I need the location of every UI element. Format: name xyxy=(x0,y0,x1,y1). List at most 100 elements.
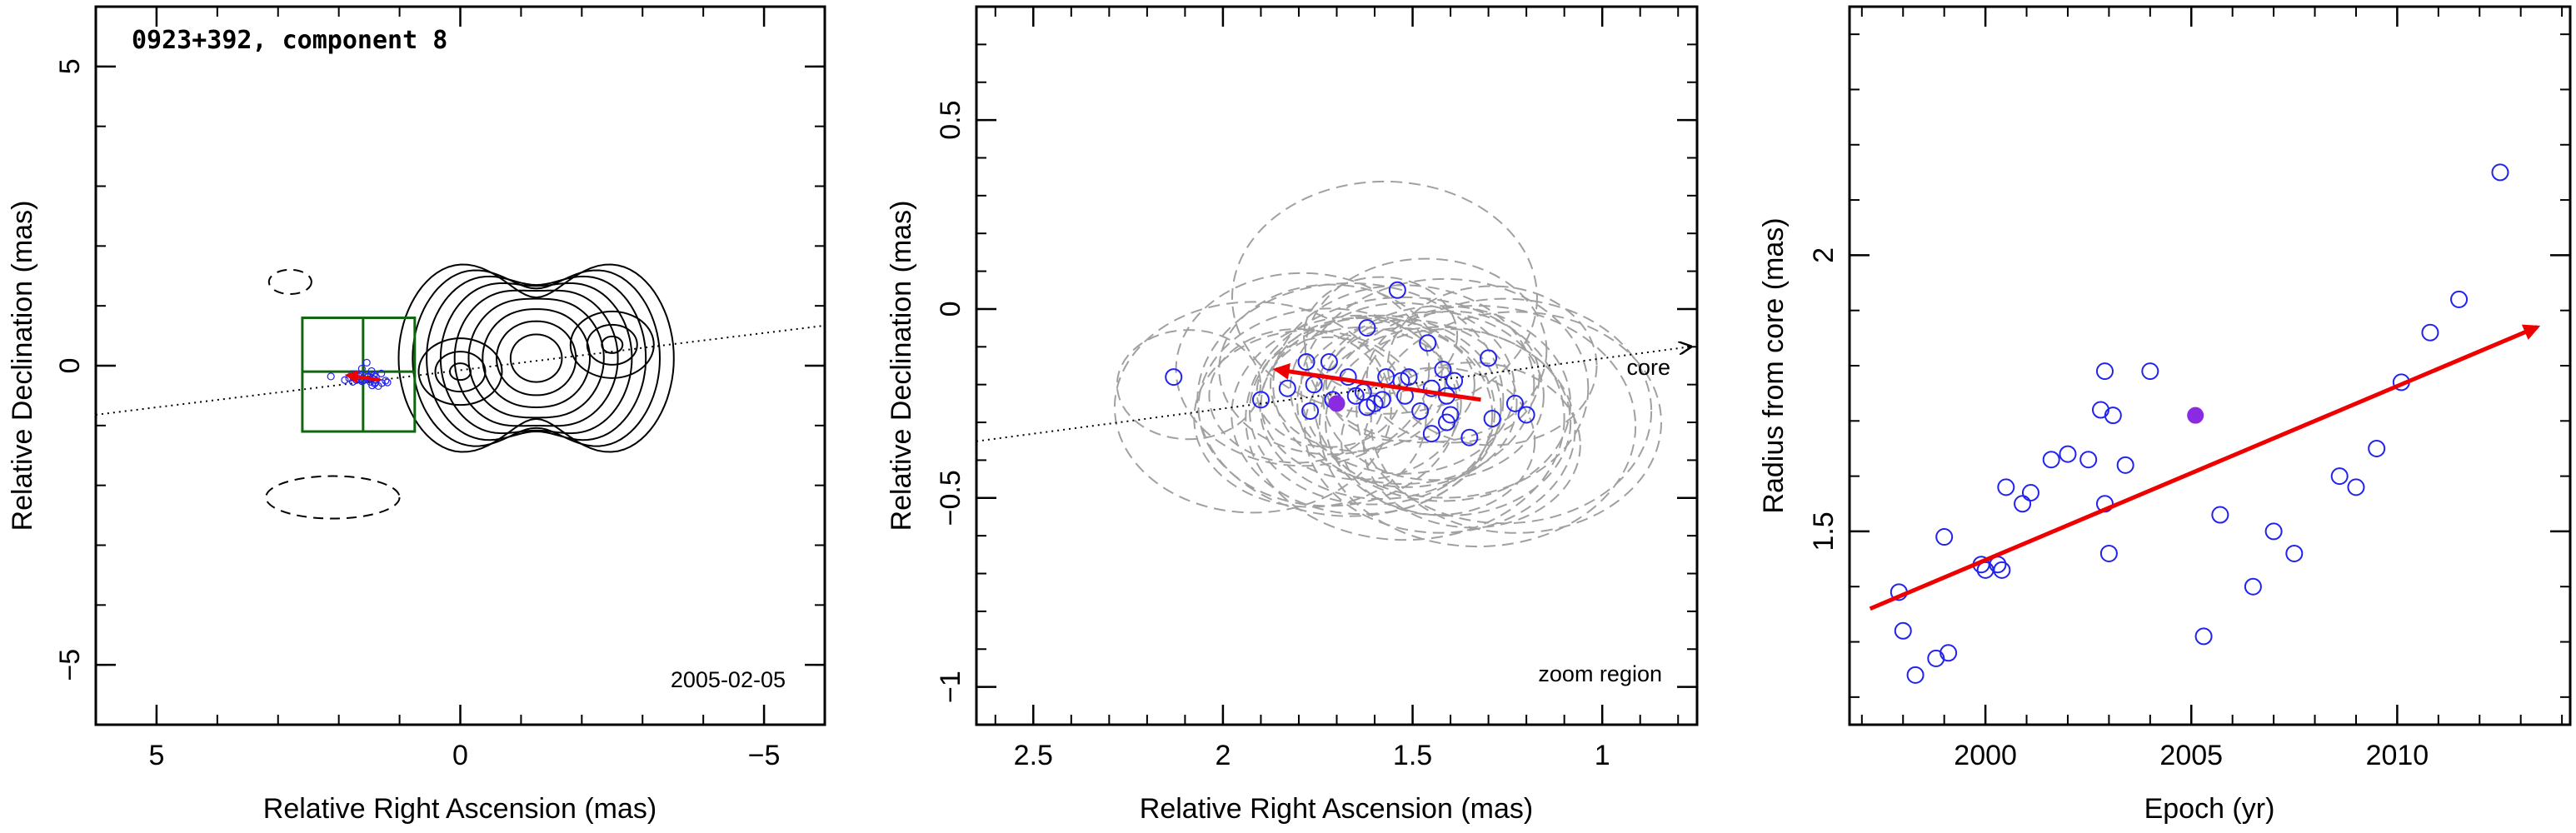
contour-line xyxy=(453,289,619,427)
component-point xyxy=(1434,361,1452,379)
motion-arrow xyxy=(1272,362,1481,402)
component-point xyxy=(1358,398,1376,416)
overview-date-label: 2005-02-05 xyxy=(671,667,786,692)
component-point xyxy=(1445,372,1464,390)
zoom-x-axis-label: Relative Right Ascension (mas) xyxy=(1140,793,1533,825)
epoch-point xyxy=(2347,478,2365,496)
epoch-point xyxy=(2116,456,2134,474)
error-ellipse xyxy=(1386,285,1598,446)
contour-peak-loop xyxy=(569,310,655,379)
error-ellipse xyxy=(1256,336,1402,448)
contour-peak-loop xyxy=(586,323,638,366)
epoch-point xyxy=(2264,522,2283,541)
epoch-point xyxy=(2211,506,2229,524)
component-point xyxy=(1278,379,1296,397)
radius-plot-area xyxy=(1869,163,2541,684)
zoom-region-annotation: zoom region xyxy=(1538,661,1662,686)
zoom-y-tick-label: −1 xyxy=(935,671,966,703)
negative-contour xyxy=(267,268,312,296)
overview-x-tick-label: 0 xyxy=(452,740,468,771)
error-ellipse xyxy=(1245,296,1565,541)
component-point xyxy=(1422,425,1440,443)
overview-plot-area xyxy=(96,263,825,520)
error-ellipse xyxy=(1197,307,1459,507)
error-ellipse xyxy=(1272,284,1535,485)
epoch-point xyxy=(2021,484,2039,502)
epoch-point xyxy=(2285,544,2304,562)
component-point xyxy=(1483,410,1501,428)
component-point xyxy=(1320,352,1338,371)
contour-peak-loop xyxy=(601,335,624,354)
zoom-region-box xyxy=(301,317,417,433)
radius-y-tick-label: 1.5 xyxy=(1808,511,1840,551)
overview-y-axis-label: Relative Declination (mas) xyxy=(7,201,38,531)
radius-x-tick-label: 2005 xyxy=(2159,740,2223,771)
epoch-point xyxy=(2059,445,2077,463)
component-point xyxy=(1165,368,1183,387)
error-ellipse xyxy=(1362,362,1581,529)
error-ellipse xyxy=(1270,317,1446,452)
motion-arrow-small xyxy=(344,370,381,384)
zoom-y-tick-label: −0.5 xyxy=(935,470,966,526)
epoch-point xyxy=(1939,644,1958,662)
contour-peak-loop xyxy=(449,362,472,382)
epoch-point xyxy=(2104,407,2122,425)
overview-y-tick-label: 5 xyxy=(54,58,86,74)
contour-line xyxy=(496,320,577,397)
error-ellipse xyxy=(1300,277,1590,499)
zoom-y-tick-label: 0 xyxy=(935,301,966,317)
component-point xyxy=(1411,402,1430,420)
linear-fit-arrow xyxy=(1869,324,2541,611)
contour-peak-loop xyxy=(434,351,487,393)
radius-y-axis-label: Radius from core (mas) xyxy=(1758,217,1790,513)
error-ellipse xyxy=(1296,319,1518,488)
zoom-x-tick-label: 2 xyxy=(1215,740,1231,771)
error-ellipse xyxy=(1318,305,1637,548)
epoch-point xyxy=(2014,495,2032,513)
component-point xyxy=(1251,391,1270,409)
epoch-point xyxy=(1894,621,1912,640)
contour-peak-loop xyxy=(417,337,503,407)
epoch-point xyxy=(1997,478,2015,496)
overview-title: 0923+392, component 8 xyxy=(132,26,447,55)
error-ellipse xyxy=(1325,328,1572,517)
component-point xyxy=(1419,334,1437,352)
error-ellipse xyxy=(1113,301,1392,514)
contour-line xyxy=(397,263,675,453)
overview-ticks: 5 0 −5 5 0 −5 xyxy=(54,6,826,771)
overview-x-tick-label: −5 xyxy=(748,740,781,771)
epoch-point xyxy=(2368,439,2386,457)
error-ellipse xyxy=(1304,257,1548,444)
highlighted-point xyxy=(1328,395,1345,412)
epoch-point xyxy=(1935,528,1954,546)
contour-line xyxy=(467,297,605,419)
component-point xyxy=(1346,387,1365,405)
epoch-point xyxy=(2099,544,2118,562)
radius-x-tick-label: 2010 xyxy=(2366,740,2429,771)
component-point xyxy=(1301,402,1320,420)
error-ellipse xyxy=(1302,276,1459,395)
error-ellipse xyxy=(1193,329,1427,508)
component-point xyxy=(1460,428,1479,446)
error-ellipse xyxy=(1304,326,1576,534)
component-point-small xyxy=(374,382,382,391)
component-point-small xyxy=(377,369,386,377)
epoch-point xyxy=(2141,362,2159,381)
error-ellipse xyxy=(1116,329,1261,441)
epoch-point xyxy=(1927,649,1945,667)
radius-x-axis-label: Epoch (yr) xyxy=(2144,793,2275,825)
component-point-small xyxy=(327,372,335,381)
epoch-point xyxy=(2092,401,2110,419)
error-ellipse xyxy=(1340,367,1536,516)
error-ellipse xyxy=(1231,314,1494,516)
radius-ticks: 2000 2005 2010 1.5 2 xyxy=(1808,7,2570,771)
zoom-ticks: 2.5 2 1.5 1 0.5 0 −0.5 −1 xyxy=(935,6,1697,771)
error-ellipse xyxy=(1370,311,1663,534)
epoch-point xyxy=(2079,451,2098,469)
epoch-point xyxy=(2330,467,2349,486)
negative-contour xyxy=(265,475,401,520)
component-point xyxy=(1438,413,1456,431)
zoom-plot-area xyxy=(976,180,1690,548)
radius-x-tick-label: 2000 xyxy=(1954,740,2017,771)
